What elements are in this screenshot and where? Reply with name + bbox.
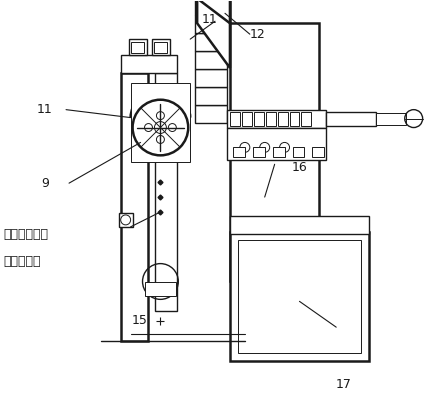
Bar — [195, 15, 227, 33]
Bar — [312, 147, 324, 157]
Bar — [131, 83, 190, 162]
Bar — [120, 55, 177, 73]
Bar — [195, 33, 227, 51]
Bar — [227, 128, 326, 160]
Bar — [155, 42, 167, 53]
Bar — [131, 42, 144, 53]
Bar — [195, 0, 227, 15]
Text: 11: 11 — [202, 13, 218, 26]
Bar — [238, 240, 361, 353]
Bar — [144, 283, 176, 296]
Bar — [254, 112, 264, 126]
Bar — [292, 147, 304, 157]
Bar — [242, 112, 252, 126]
Bar — [230, 23, 319, 281]
Bar — [326, 112, 376, 126]
Bar — [266, 112, 276, 126]
Text: 15: 15 — [131, 314, 147, 327]
Bar — [152, 39, 171, 55]
Text: 通用光学元器: 通用光学元器 — [4, 228, 49, 241]
Bar — [120, 73, 148, 341]
Bar — [119, 213, 132, 227]
Polygon shape — [197, 0, 230, 68]
Bar — [253, 147, 265, 157]
Text: 件夹持工装: 件夹持工装 — [4, 255, 41, 268]
Bar — [272, 147, 284, 157]
Bar — [278, 112, 288, 126]
Bar — [230, 216, 369, 234]
Bar — [290, 112, 299, 126]
Bar — [230, 232, 369, 361]
Bar — [195, 69, 227, 87]
Text: 16: 16 — [292, 161, 307, 173]
Bar — [230, 112, 240, 126]
Bar — [128, 39, 147, 55]
Bar — [233, 147, 245, 157]
Bar — [376, 112, 406, 124]
Text: 11: 11 — [37, 103, 52, 116]
Bar — [155, 73, 177, 311]
Text: 9: 9 — [41, 177, 49, 190]
Bar — [195, 51, 227, 69]
Bar — [301, 112, 311, 126]
Text: 17: 17 — [336, 377, 352, 391]
Text: 12: 12 — [250, 28, 266, 41]
Bar — [195, 105, 227, 122]
Bar — [227, 110, 326, 128]
Bar — [195, 87, 227, 105]
Bar — [230, 257, 319, 281]
